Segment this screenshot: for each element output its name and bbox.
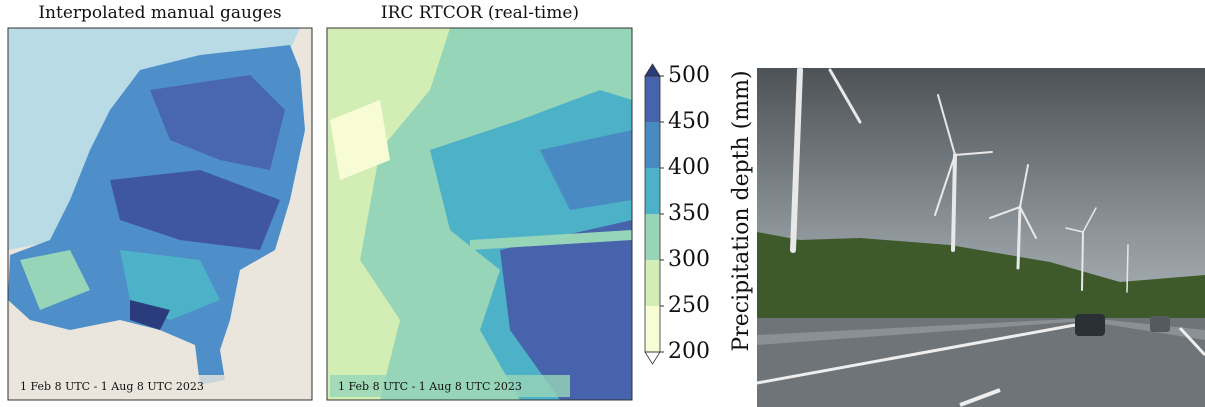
colorbar-tick-label: 250	[668, 293, 710, 318]
colorbar-tick-label: 300	[668, 247, 710, 272]
colorbar-tick-label: 400	[668, 155, 710, 180]
colorbar-tick-label: 450	[668, 109, 710, 134]
colorbar-tick-label: 500	[668, 63, 710, 88]
map-radar	[327, 28, 632, 400]
panel-caption: 1 Feb 8 UTC - 1 Aug 8 UTC 2023	[20, 380, 204, 393]
map-gauges	[8, 28, 312, 400]
colorbar-tick-label: 350	[668, 201, 710, 226]
colorbar-bin	[645, 306, 660, 352]
panel-title: IRC RTCOR (real-time)	[381, 3, 579, 23]
panel-caption: 1 Feb 8 UTC - 1 Aug 8 UTC 2023	[338, 380, 522, 393]
colorbar-bin	[645, 122, 660, 168]
photo	[757, 68, 1205, 407]
colorbar-bin	[645, 76, 660, 122]
colorbar-over	[645, 64, 660, 76]
colorbar-bin	[645, 168, 660, 214]
colorbar-tick-label: 200	[668, 339, 710, 364]
panel-title: Interpolated manual gauges	[38, 3, 281, 23]
colorbar-under	[645, 352, 660, 364]
colorbar-label: Precipitation depth (mm)	[729, 70, 754, 351]
colorbar-bin	[645, 260, 660, 306]
colorbar: 200 250 300 350 400 450 500	[645, 63, 710, 364]
figure: Interpolated manual gauges IRC RTCOR (re…	[0, 0, 1205, 407]
colorbar-bin	[645, 214, 660, 260]
